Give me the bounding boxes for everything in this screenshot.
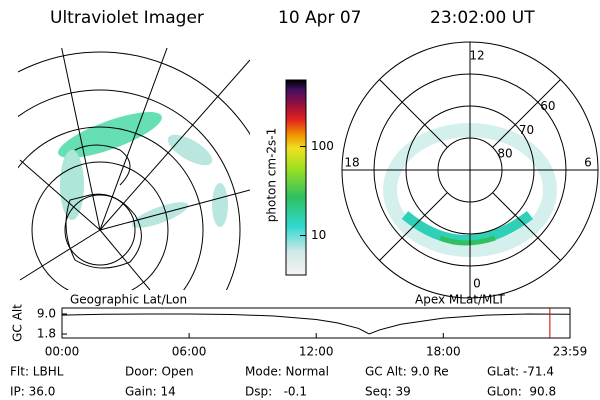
alt-y-tick-label: 9.0 (37, 307, 56, 321)
mlt-label: 18 (344, 156, 359, 170)
mlat-label: 80 (497, 147, 512, 161)
info-field: Door: Open (125, 365, 194, 379)
polar-spoke (492, 192, 561, 261)
mlt-label: 12 (469, 49, 484, 63)
polar-spoke (492, 79, 561, 148)
info-field: Seq: 39 (365, 385, 411, 399)
alt-x-tick-label: 00:00 (45, 345, 80, 359)
info-field: Mode: Normal (245, 365, 329, 379)
polar-spoke (379, 79, 448, 148)
polar-label: Apex MLat/MLT (415, 293, 505, 307)
colorbar (285, 79, 307, 276)
info-field: Dsp: -0.1 (245, 385, 307, 399)
alt-x-tick-label: 06:00 (172, 345, 207, 359)
info-field: GC Alt: 9.0 Re (365, 365, 449, 379)
info-field: GLat: -71.4 (487, 365, 554, 379)
geo-label: Geographic Lat/Lon (70, 293, 187, 307)
alt-y-tick-label: 1.8 (37, 327, 56, 341)
info-field: GLon: 90.8 (487, 385, 556, 399)
alt-x-tick-label: 12:00 (299, 345, 334, 359)
mlat-label: 70 (519, 123, 534, 137)
alt-y-label: GC Alt (11, 304, 25, 342)
colorbar-unit: photon cm-2s-1 (265, 128, 279, 223)
info-field: Flt: LBHL (10, 365, 64, 379)
mlat-label: 60 (540, 99, 555, 113)
polar-spoke (379, 192, 448, 261)
colorbar-tick-label: 100 (311, 139, 334, 153)
alt-x-tick-label: 23:59 (553, 345, 588, 359)
info-field: IP: 36.0 (10, 385, 55, 399)
altitude-curve (61, 313, 571, 335)
mlt-label: 0 (473, 277, 481, 291)
colorbar-tick-label: 10 (311, 228, 326, 242)
mlt-label: 6 (584, 156, 592, 170)
instrument: Ultraviolet Imager (50, 8, 204, 28)
alt-x-tick-label: 18:00 (426, 345, 461, 359)
info-field: Gain: 14 (125, 385, 176, 399)
geo-map (18, 48, 250, 290)
date: 10 Apr 07 (278, 8, 361, 28)
time: 23:02:00 UT (430, 8, 535, 28)
